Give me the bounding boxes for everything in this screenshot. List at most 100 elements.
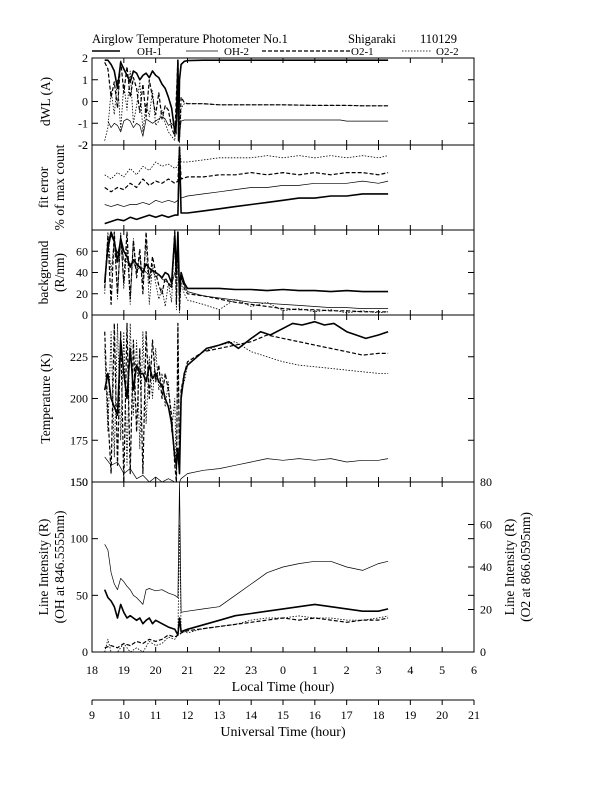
series-line-o2-2	[104, 231, 389, 314]
series-line-o2-2	[104, 322, 389, 482]
y2-tick-label: 0	[480, 645, 486, 659]
series-line-o2-2	[104, 59, 389, 144]
series-group	[104, 146, 389, 225]
local-time-tick-label: 1	[312, 663, 318, 677]
y2-axis-label: Line Intensity (R)	[502, 519, 517, 616]
ut-axis-label: Universal Time (hour)	[220, 725, 346, 740]
y-tick-label: 0	[82, 95, 88, 109]
y-axis-label-sub: % of max count	[52, 144, 67, 230]
panel-fit-error: fit error% of max count	[36, 144, 475, 231]
y-tick-label: 1	[82, 73, 88, 87]
y-tick-label: 225	[70, 350, 88, 364]
y-tick-label: 150	[70, 475, 88, 489]
y-tick-label: 2	[82, 51, 88, 65]
y-tick-label: 60	[76, 244, 88, 258]
y2-tick-label: 60	[480, 518, 492, 532]
ut-tick-label: 21	[468, 708, 480, 722]
y-tick-label: 20	[76, 287, 88, 301]
legend-label-o2-1: O2-1	[351, 46, 374, 58]
local-time-tick-label: 18	[86, 663, 98, 677]
y-axis-label-sub: (R/nm)	[52, 253, 67, 292]
local-time-tick-label: 19	[118, 663, 130, 677]
series-group	[104, 59, 389, 144]
y-tick-label: -1	[78, 116, 88, 130]
y2-tick-label: 40	[480, 560, 492, 574]
local-time-tick-label: 3	[376, 663, 382, 677]
ut-tick-label: 14	[245, 708, 257, 722]
legend-label-oh-2: OH-2	[224, 46, 249, 58]
local-time-tick-label: 2	[344, 663, 350, 677]
local-time-tick-label: 6	[471, 663, 477, 677]
y-axis-label: background	[36, 240, 51, 304]
local-time-tick-label: 20	[150, 663, 162, 677]
y-axis-label: Line Intensity (R)	[36, 519, 51, 616]
y-tick-label: 150	[70, 475, 88, 489]
y-axis-label: Temperature (K)	[38, 353, 53, 443]
ut-tick-label: 20	[436, 708, 448, 722]
local-time-tick-label: 0	[280, 663, 286, 677]
series-line-oh-2	[107, 59, 389, 137]
y-axis-label: dWL (A)	[38, 77, 53, 126]
legend-label-o2-2: O2-2	[436, 46, 459, 58]
series-line-oh-2	[104, 231, 389, 309]
y-tick-label: -2	[78, 138, 88, 152]
series-line-oh-2	[104, 482, 389, 613]
local-time-tick-label: 5	[439, 663, 445, 677]
y2-axis-label-sub: (O2 at 866.0595nm)	[518, 512, 533, 622]
y-tick-label: 0	[82, 645, 88, 659]
series-line-o2-1	[104, 617, 389, 649]
series-line-o2-2	[104, 524, 389, 652]
y-tick-label: -2	[78, 138, 88, 152]
series-line-oh-1	[104, 146, 389, 225]
y2-tick-label: 20	[480, 603, 492, 617]
series-line-o2-2	[104, 146, 389, 180]
title-layer: Airglow Temperature Photometer No.1 Shig…	[92, 32, 457, 46]
series-line-o2-1	[104, 230, 389, 313]
ut-tick-label: 15	[277, 708, 289, 722]
chart-title-site: Shigaraki	[348, 32, 396, 46]
series-line-o2-1	[104, 59, 389, 140]
legend: OH-1 OH-2 O2-1 O2-2	[92, 46, 459, 58]
series-line-oh-1	[104, 59, 389, 142]
ut-tick-label: 19	[404, 708, 416, 722]
local-time-axis-label: Local Time (hour)	[232, 680, 335, 695]
ut-tick-label: 13	[213, 708, 225, 722]
ut-tick-label: 16	[309, 708, 321, 722]
panel-background: 0 20 40 60 background (R/nm)	[36, 229, 475, 322]
y-tick-label: 0	[82, 308, 88, 322]
y-tick-label: 200	[70, 392, 88, 406]
chart-title: Airglow Temperature Photometer No.1	[92, 32, 288, 46]
series-group	[103, 230, 389, 314]
y-tick-label: 100	[70, 532, 88, 546]
local-time-tick-label: 22	[213, 663, 225, 677]
y-axis-label: fit error	[36, 166, 51, 208]
series-line-oh-1	[103, 589, 389, 636]
series-line-o2-1	[104, 146, 389, 193]
ut-tick-label: 18	[373, 708, 385, 722]
ut-tick-label: 11	[150, 708, 162, 722]
panel-frame	[91, 57, 475, 146]
legend-label-oh-1: OH-1	[137, 46, 162, 58]
y-tick-label: 40	[76, 266, 88, 280]
ut-tick-label: 17	[341, 708, 353, 722]
ut-tick-label: 10	[118, 708, 130, 722]
y2-tick-label: 80	[480, 475, 492, 489]
y-tick-label: 175	[70, 433, 88, 447]
local-time-tick-label: 23	[245, 663, 257, 677]
y-tick-label: 50	[76, 588, 88, 602]
y-axis-label-sub: (OH at 846.5555nm)	[52, 511, 67, 624]
series-group	[103, 320, 389, 482]
series-line-oh-2	[104, 146, 389, 207]
ut-tick-label: 12	[182, 708, 194, 722]
local-time-tick-label: 4	[407, 663, 413, 677]
local-time-tick-label: 21	[182, 663, 194, 677]
chart-title-date: 110129	[420, 32, 457, 46]
series-group	[103, 482, 389, 652]
series-line-oh-2	[104, 456, 389, 482]
